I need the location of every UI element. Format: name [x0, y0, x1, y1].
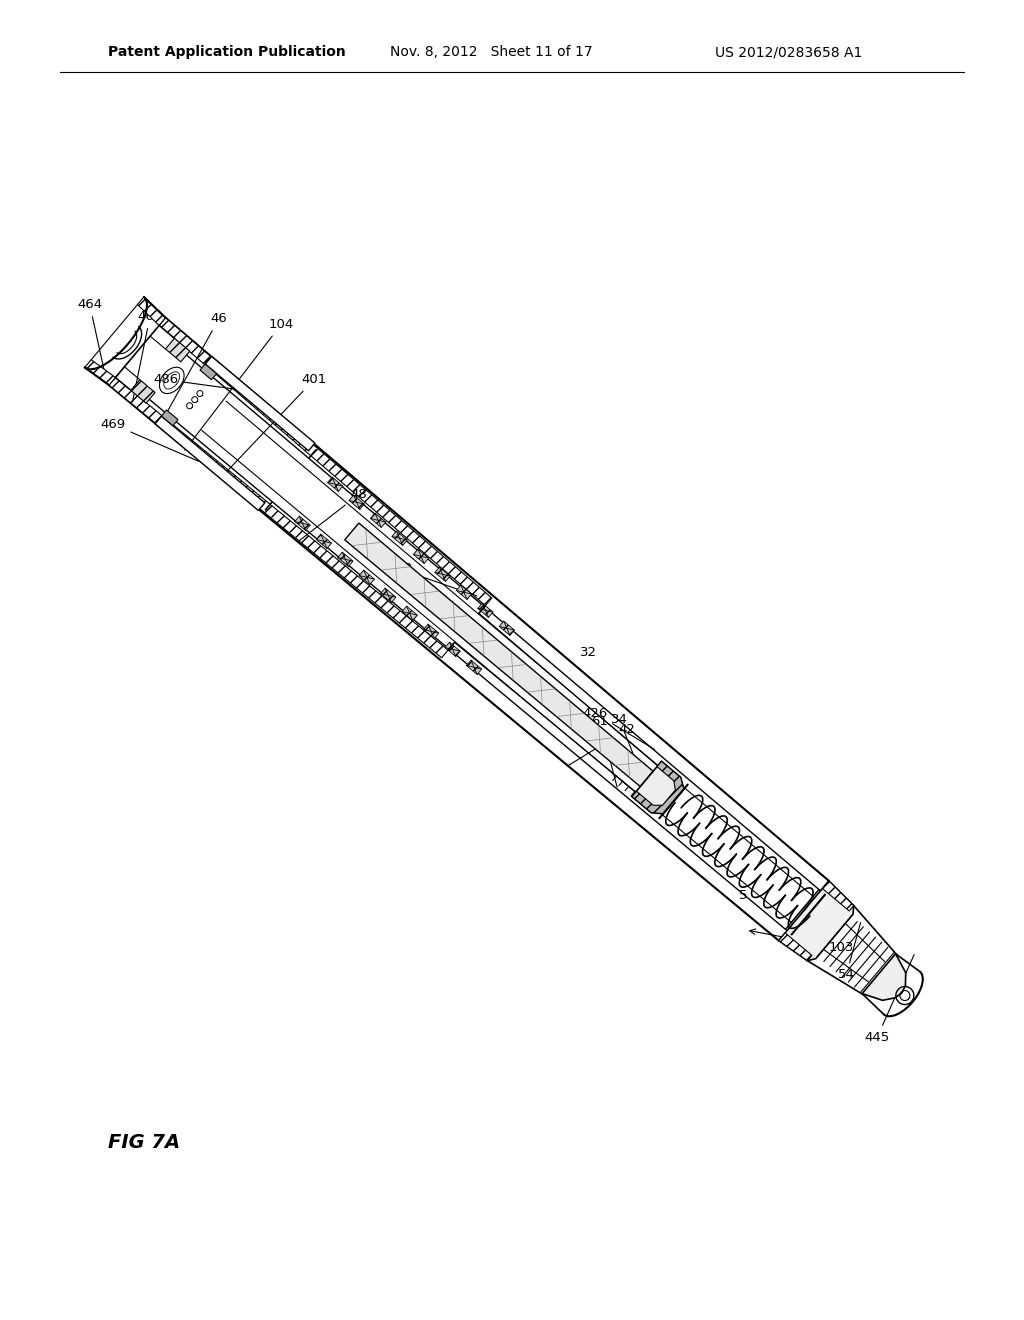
Polygon shape: [808, 906, 897, 995]
Polygon shape: [200, 364, 217, 380]
Text: 465: 465: [132, 310, 163, 401]
Text: 42: 42: [567, 723, 635, 766]
Polygon shape: [159, 318, 492, 606]
Polygon shape: [457, 585, 471, 599]
Polygon shape: [822, 880, 854, 911]
Text: 486: 486: [154, 374, 251, 391]
Polygon shape: [295, 516, 310, 531]
Polygon shape: [131, 380, 155, 403]
Text: Nov. 8, 2012   Sheet 11 of 17: Nov. 8, 2012 Sheet 11 of 17: [390, 45, 593, 59]
Polygon shape: [349, 495, 365, 510]
Text: 104: 104: [184, 318, 294, 450]
Polygon shape: [75, 288, 943, 1039]
Text: 61: 61: [592, 715, 617, 787]
Text: 54: 54: [838, 923, 860, 981]
Polygon shape: [166, 338, 189, 362]
Text: 5: 5: [738, 890, 746, 902]
Text: 46: 46: [160, 313, 227, 425]
Polygon shape: [109, 378, 449, 657]
Polygon shape: [316, 535, 332, 549]
Polygon shape: [338, 552, 353, 566]
Text: 401: 401: [221, 374, 327, 478]
Polygon shape: [445, 642, 460, 656]
Polygon shape: [778, 880, 854, 961]
Polygon shape: [205, 356, 315, 450]
Polygon shape: [371, 513, 386, 528]
Text: 32: 32: [580, 647, 597, 659]
Polygon shape: [414, 549, 429, 564]
Text: Patent Application Publication: Patent Application Publication: [108, 45, 346, 59]
Polygon shape: [137, 297, 166, 326]
Text: 445: 445: [864, 954, 914, 1044]
Polygon shape: [381, 589, 396, 602]
Polygon shape: [402, 606, 418, 620]
Polygon shape: [632, 762, 684, 813]
Polygon shape: [345, 523, 653, 787]
Text: 469: 469: [100, 418, 199, 461]
Polygon shape: [467, 660, 481, 675]
Polygon shape: [435, 568, 451, 581]
Text: 426: 426: [583, 706, 654, 750]
Text: 34: 34: [611, 713, 640, 772]
Text: 103: 103: [750, 929, 854, 954]
Polygon shape: [500, 622, 514, 635]
Text: FIG 7A: FIG 7A: [108, 1133, 180, 1151]
Text: US 2012/0283658 A1: US 2012/0283658 A1: [715, 45, 862, 59]
Polygon shape: [424, 624, 438, 639]
Polygon shape: [778, 933, 812, 961]
Polygon shape: [632, 762, 684, 813]
Polygon shape: [392, 531, 408, 545]
Text: 48: 48: [299, 488, 367, 541]
Text: 464: 464: [77, 298, 108, 384]
Polygon shape: [478, 603, 493, 618]
Polygon shape: [162, 411, 178, 426]
Polygon shape: [862, 954, 905, 1001]
Polygon shape: [359, 570, 375, 585]
Polygon shape: [85, 360, 116, 385]
Text: 463: 463: [387, 562, 477, 597]
Polygon shape: [155, 416, 265, 511]
Polygon shape: [328, 477, 343, 491]
